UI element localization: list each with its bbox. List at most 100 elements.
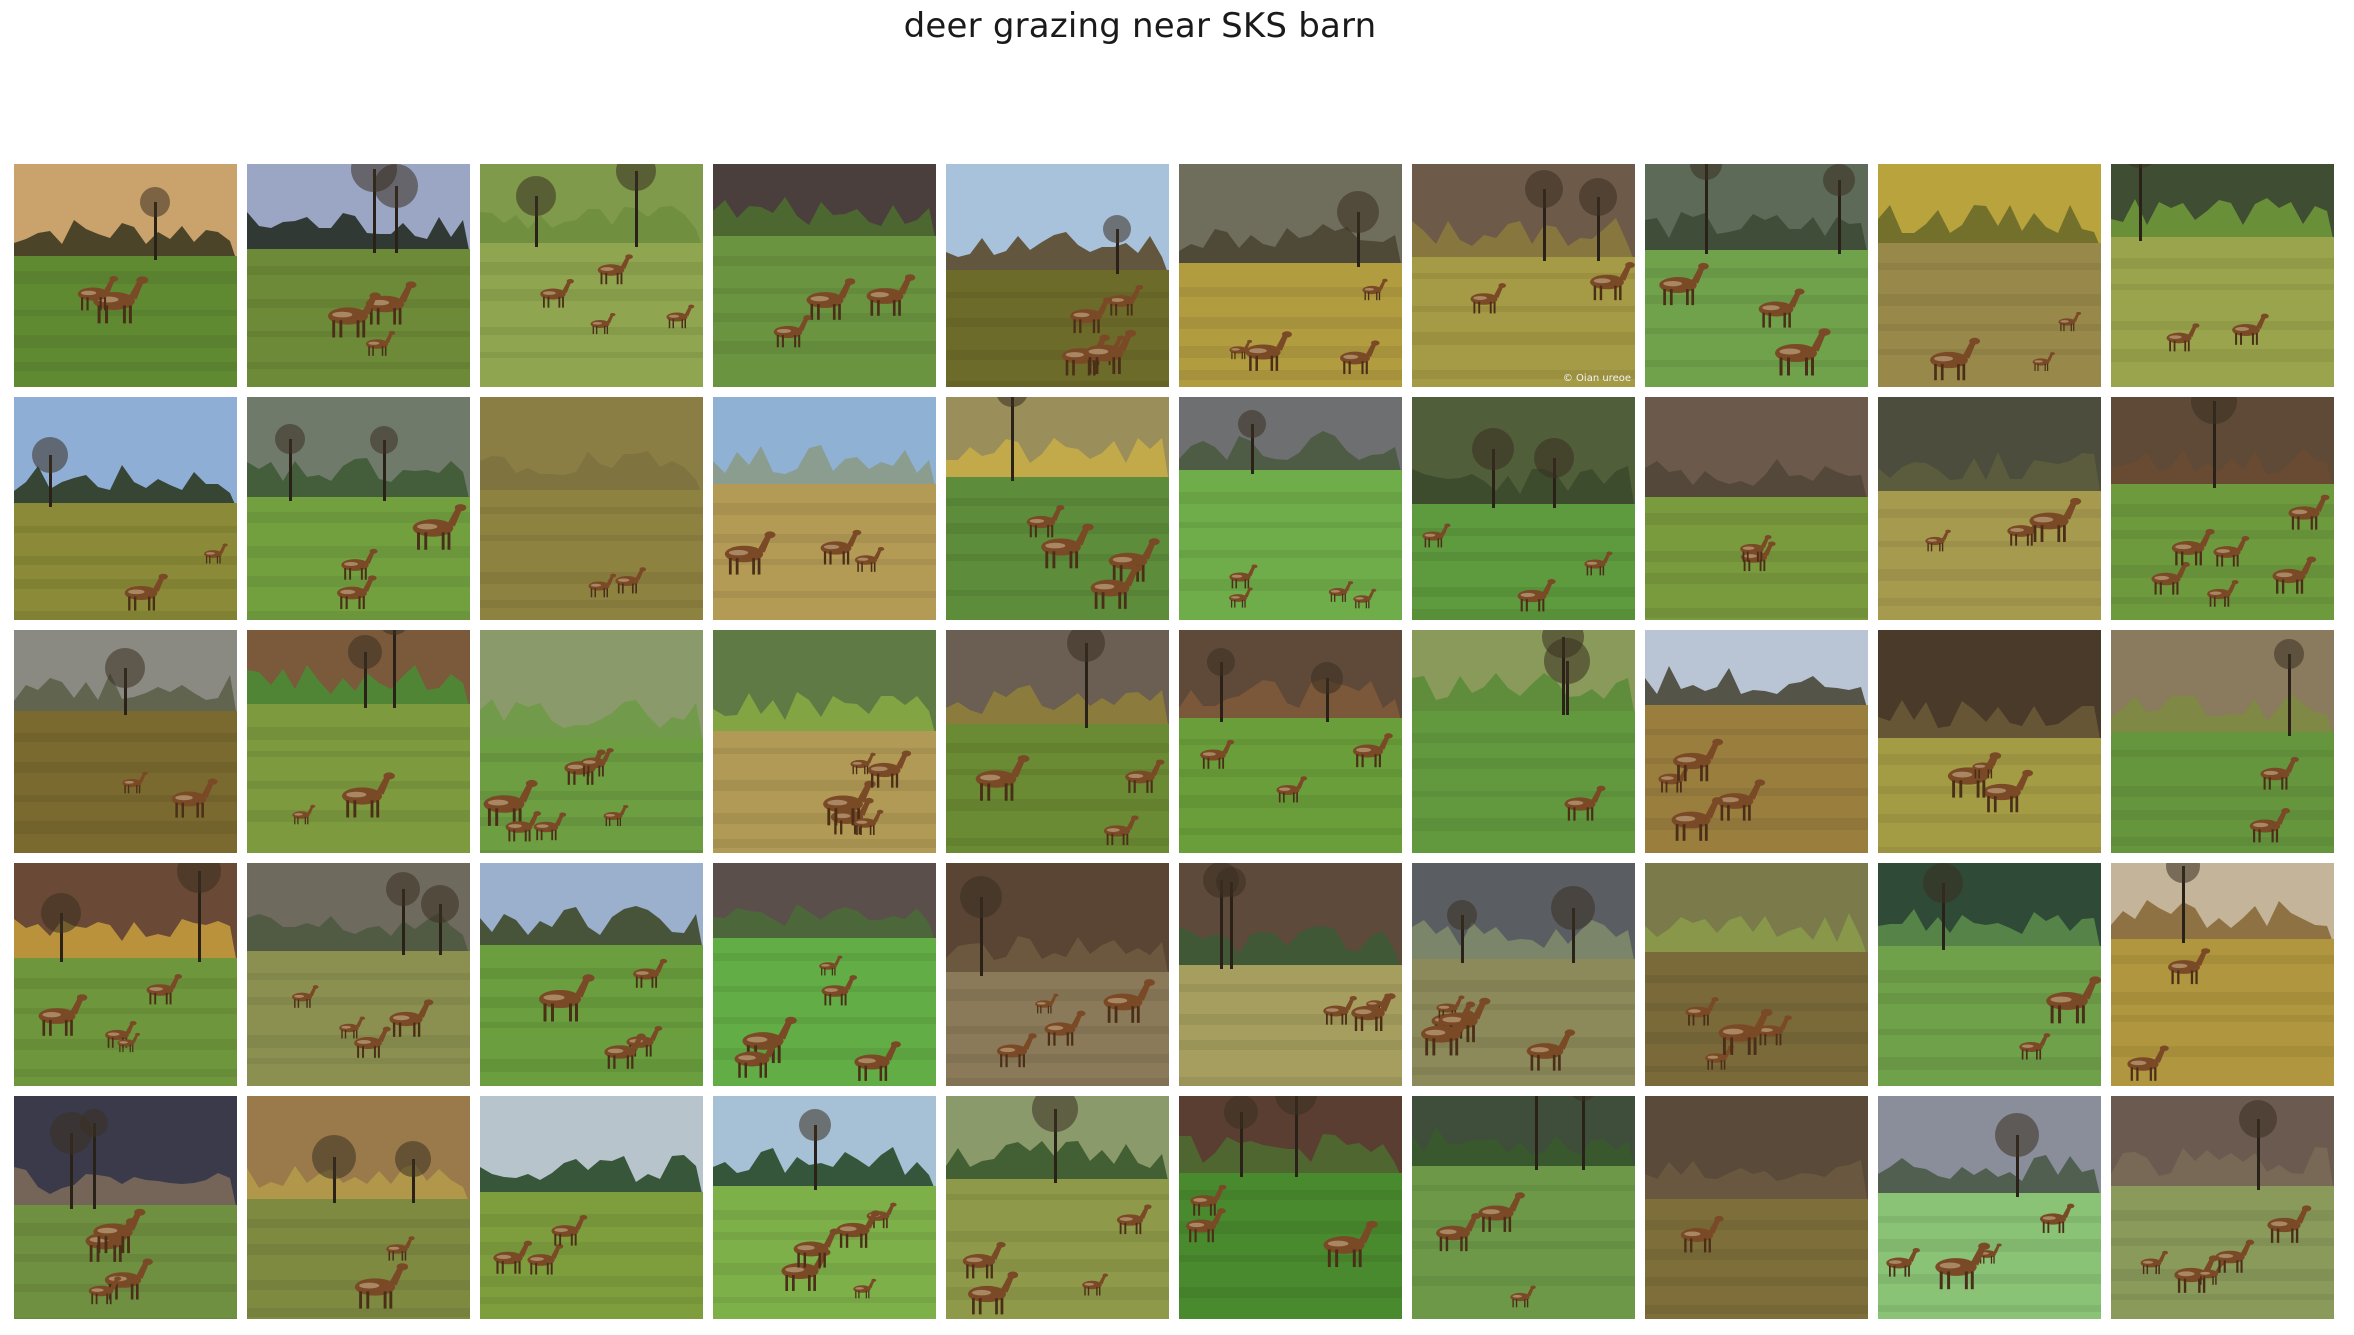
deer-figure	[386, 1236, 415, 1261]
deer-figure	[588, 573, 617, 598]
deer-photo-tile	[2111, 164, 2334, 387]
deer-figure	[341, 548, 378, 580]
deer-figure	[2232, 313, 2269, 345]
deer-figure	[967, 1271, 1019, 1315]
deer-figure	[38, 994, 88, 1036]
deer-figure	[781, 1249, 831, 1291]
deer-figure	[171, 778, 218, 818]
deer-figure	[1351, 993, 1396, 1031]
deer-figure	[1422, 523, 1451, 548]
deer-figure	[1972, 754, 2001, 779]
deer-photo-tile	[946, 863, 1169, 1086]
deer-figure	[1659, 262, 1709, 306]
deer-photo-tile	[1878, 863, 2101, 1086]
deer-figure	[1229, 587, 1253, 608]
deer-figure	[1756, 1015, 1792, 1046]
deer-photo-tile	[946, 164, 1169, 387]
deer-photo-tile	[1878, 397, 2101, 620]
deer-figure	[1718, 1008, 1773, 1055]
deer-figure	[124, 573, 168, 611]
deer-photo-tile	[247, 1096, 470, 1319]
deer-figure	[1070, 297, 1113, 334]
deer-figure	[327, 292, 381, 338]
deer-figure	[1090, 565, 1142, 609]
deer-figure	[1229, 339, 1253, 360]
deer-figure	[2260, 756, 2299, 790]
deer-photo-tile	[1645, 863, 1868, 1086]
photo-watermark: © Oian ureoe	[1562, 373, 1631, 384]
deer-photo-tile	[1645, 397, 1868, 620]
deer-figure	[2019, 1033, 2051, 1060]
deer-figure	[1983, 769, 2034, 813]
deer-photo-tile	[1878, 1096, 2101, 1319]
deer-figure	[1082, 1273, 1109, 1296]
deer-figure	[2267, 1205, 2312, 1243]
deer-figure	[365, 330, 396, 356]
deer-figure	[1108, 538, 1160, 582]
deer-figure	[1680, 1215, 1724, 1253]
deer-figure	[204, 543, 228, 564]
deer-photo-tile	[14, 164, 237, 387]
deer-figure	[2039, 1203, 2075, 1233]
deer-figure	[2032, 352, 2055, 371]
deer-figure	[853, 1278, 877, 1299]
deer-photo-tile	[247, 863, 470, 1086]
deer-figure	[1200, 739, 1235, 769]
deer-figure	[2058, 311, 2082, 332]
deer-photo-tile	[480, 1096, 703, 1319]
deer-figure	[1323, 1220, 1378, 1268]
deer-figure	[1584, 551, 1613, 576]
deer-figure	[580, 748, 614, 777]
deer-figure	[1323, 995, 1357, 1025]
deer-photo-tile	[713, 164, 936, 387]
deer-photo-tile	[1878, 164, 2101, 387]
deer-figure	[1044, 1010, 1086, 1046]
deer-figure	[2288, 494, 2330, 530]
deer-photo-tile	[1412, 1096, 1635, 1319]
deer-figure	[854, 1041, 901, 1081]
deer-figure	[1245, 331, 1292, 371]
deer-figure	[2249, 808, 2291, 843]
deer-figure	[666, 304, 695, 329]
deer-photo-tile	[713, 397, 936, 620]
deer-figure	[1716, 779, 1766, 821]
deer-figure	[2207, 579, 2239, 607]
deer-figure	[962, 1241, 1006, 1279]
deer-figure	[122, 771, 148, 794]
deer-figure	[820, 529, 862, 565]
deer-figure	[1125, 759, 1165, 793]
figure-title: deer grazing near SKS barn	[903, 6, 1377, 46]
deer-figure	[527, 1243, 564, 1275]
deer-figure	[1740, 534, 1772, 562]
deer-figure	[1190, 1184, 1227, 1216]
deer-figure	[146, 974, 183, 1005]
deer-photo-tile	[946, 397, 1169, 620]
deer-figure	[292, 804, 316, 825]
deer-figure	[1517, 579, 1556, 612]
deer-figure	[1758, 288, 1805, 328]
deer-figure	[1590, 262, 1635, 301]
deer-figure	[539, 974, 595, 1022]
deer-figure	[412, 504, 467, 550]
deer-figure	[1436, 1213, 1481, 1252]
deer-figure	[2171, 528, 2215, 566]
deer-figure	[354, 1263, 409, 1309]
deer-photo-tile	[1179, 164, 1402, 387]
deer-figure	[1436, 995, 1465, 1020]
deer-figure	[853, 809, 884, 835]
deer-figure	[1935, 1242, 1991, 1290]
deer-figure	[1564, 785, 1606, 821]
deer-figure	[773, 315, 812, 348]
deer-photo-tile	[713, 1096, 936, 1319]
deer-figure	[1026, 505, 1065, 538]
deer-figure	[493, 1240, 533, 1274]
deer-figure	[724, 531, 776, 575]
deer-figure	[823, 780, 876, 826]
deer-figure	[354, 1026, 391, 1058]
deer-figure	[1353, 588, 1377, 609]
deer-figure	[1352, 733, 1393, 768]
deer-photo-tile	[2111, 397, 2334, 620]
deer-figure	[533, 812, 567, 841]
deer-figure	[1116, 1204, 1152, 1235]
deer-figure	[339, 1016, 366, 1039]
